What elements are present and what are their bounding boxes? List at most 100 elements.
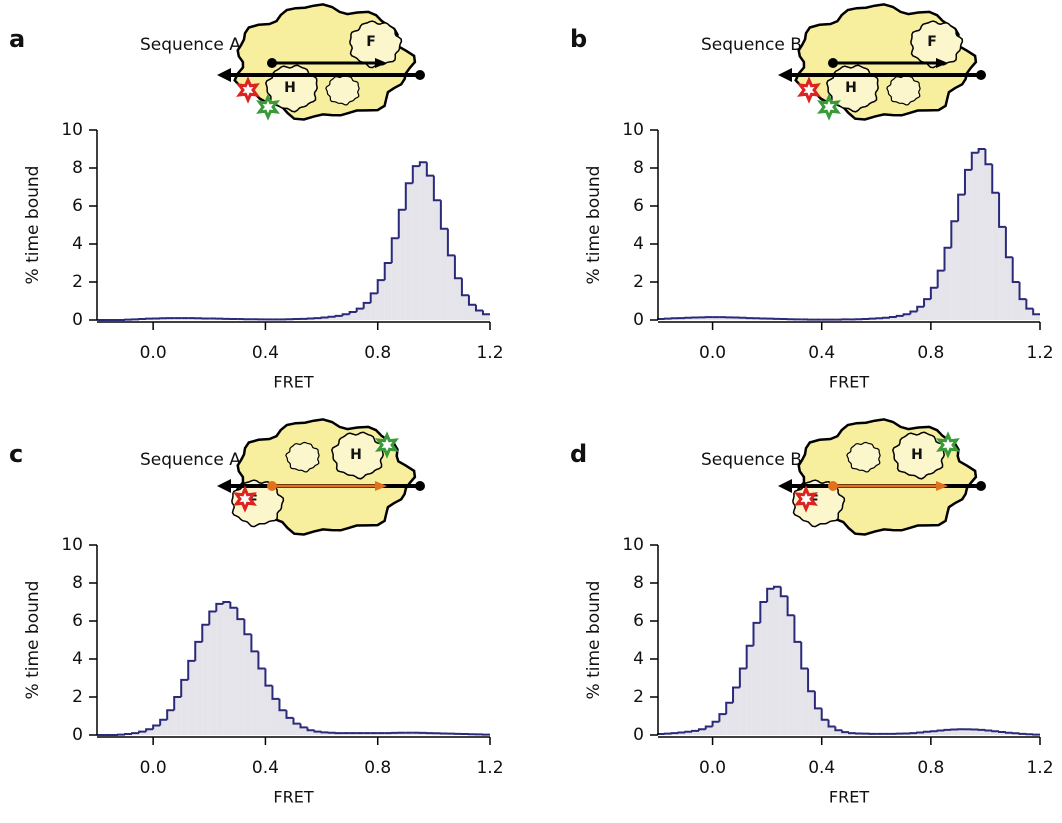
bar bbox=[1005, 257, 1013, 320]
bar bbox=[272, 698, 280, 735]
donor-dye bbox=[375, 431, 399, 459]
bar-outline bbox=[166, 709, 175, 720]
x-tick-label: 1.2 bbox=[1026, 758, 1053, 778]
acceptor-dye bbox=[797, 76, 821, 104]
domain-label: F bbox=[927, 34, 937, 50]
bar bbox=[739, 668, 747, 735]
bar-outline bbox=[320, 316, 329, 319]
bar bbox=[999, 226, 1006, 320]
bar-outline bbox=[159, 718, 168, 726]
bar-outline bbox=[453, 255, 462, 280]
helicase-start bbox=[267, 58, 277, 68]
bar-outline bbox=[766, 587, 774, 602]
x-tick-label: 1.2 bbox=[1026, 343, 1053, 363]
bar bbox=[889, 316, 897, 320]
bar bbox=[209, 611, 217, 735]
panel-title: Sequence B bbox=[701, 450, 802, 470]
bar bbox=[335, 315, 343, 320]
x-tick-label: 0.4 bbox=[808, 758, 835, 778]
bar-outline bbox=[738, 667, 747, 688]
bar-outline bbox=[827, 719, 836, 728]
bar bbox=[733, 687, 740, 735]
bar-outline bbox=[1011, 257, 1020, 283]
bar bbox=[992, 192, 1000, 320]
panel-title: Sequence A bbox=[140, 450, 241, 470]
bar-outline bbox=[732, 686, 740, 703]
bar bbox=[342, 314, 350, 320]
bar-outline bbox=[950, 220, 959, 248]
helicase-arrowhead bbox=[375, 58, 387, 68]
bar-outline bbox=[257, 651, 266, 670]
bar bbox=[999, 731, 1006, 735]
bar bbox=[760, 602, 768, 735]
y-axis-label: % time bound bbox=[23, 166, 43, 285]
x-axis-label: FRET bbox=[829, 788, 869, 807]
bar bbox=[412, 166, 420, 320]
bar bbox=[1012, 282, 1020, 320]
bar-outline bbox=[404, 182, 413, 210]
bar bbox=[733, 317, 740, 320]
domain-h bbox=[330, 431, 384, 480]
x-tick-label: 0.8 bbox=[364, 343, 391, 363]
bar-outline bbox=[327, 315, 336, 318]
bar bbox=[426, 175, 434, 320]
bar-outline bbox=[355, 307, 364, 313]
bar-outline bbox=[970, 151, 979, 170]
x-tick-label: 0.0 bbox=[140, 343, 167, 363]
bar-outline bbox=[704, 725, 713, 730]
bar bbox=[1005, 732, 1013, 735]
bar bbox=[835, 730, 843, 735]
bar-outline bbox=[752, 621, 761, 646]
y-tick-label: 6 bbox=[72, 196, 83, 216]
donor-dye bbox=[256, 93, 280, 121]
bar-outline bbox=[772, 585, 781, 589]
bar-outline bbox=[124, 733, 133, 736]
bar-outline bbox=[902, 313, 911, 316]
bar-outline bbox=[348, 311, 357, 315]
y-tick-label: 8 bbox=[633, 573, 644, 593]
bar bbox=[251, 651, 259, 735]
y-tick-label: 8 bbox=[72, 573, 83, 593]
bar-outline bbox=[745, 644, 754, 669]
x-tick-label: 0.0 bbox=[699, 343, 726, 363]
bar bbox=[167, 710, 175, 735]
bar bbox=[964, 169, 972, 320]
x-axis-label: FRET bbox=[273, 788, 313, 807]
bar bbox=[237, 619, 245, 735]
bar-outline bbox=[467, 295, 476, 306]
bar-outline bbox=[916, 731, 925, 734]
bar-outline bbox=[187, 659, 196, 680]
bar bbox=[951, 729, 959, 735]
bar-outline bbox=[977, 148, 986, 153]
x-tick-label: 0.8 bbox=[917, 343, 944, 363]
bar bbox=[286, 717, 294, 735]
dna-end bbox=[415, 481, 425, 491]
bar-outline bbox=[759, 601, 768, 623]
bar bbox=[461, 295, 469, 320]
bar-outline bbox=[152, 724, 161, 730]
bar bbox=[930, 287, 938, 320]
bar-outline bbox=[369, 292, 378, 303]
bar-outline bbox=[984, 729, 993, 732]
bar-outline bbox=[943, 246, 952, 271]
bar-outline bbox=[677, 731, 686, 734]
dna-arrowhead bbox=[217, 479, 231, 493]
bar bbox=[405, 183, 413, 320]
bar bbox=[384, 263, 392, 320]
bar-outline bbox=[481, 310, 490, 316]
bar bbox=[398, 209, 406, 320]
y-axis-label: % time bound bbox=[584, 581, 604, 700]
y-tick-label: 6 bbox=[633, 196, 644, 216]
bar bbox=[419, 162, 427, 320]
bar bbox=[1019, 299, 1027, 320]
bar bbox=[896, 315, 904, 320]
bar bbox=[794, 641, 802, 735]
bar bbox=[801, 668, 809, 735]
bar bbox=[712, 317, 720, 320]
bar-outline bbox=[916, 305, 925, 312]
donor-dye bbox=[817, 93, 841, 121]
bar bbox=[958, 729, 965, 735]
y-axis-label: % time bound bbox=[23, 581, 43, 700]
domain-label: H bbox=[845, 80, 857, 96]
